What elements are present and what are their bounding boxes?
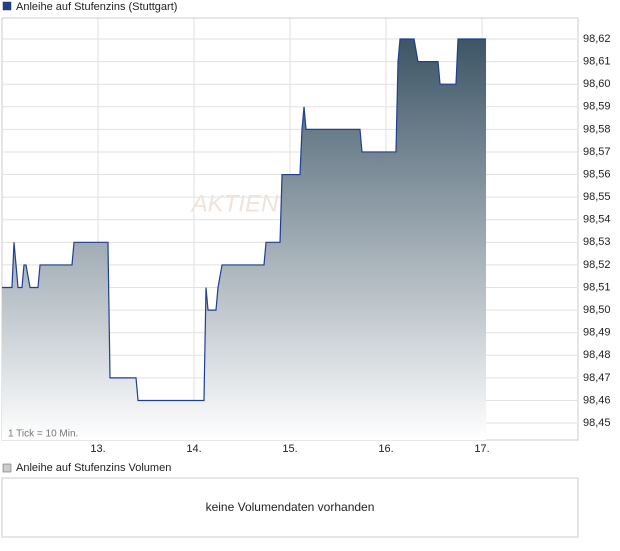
x-tick-label: 15. [282,443,297,455]
legend-swatch [2,463,12,473]
annotation: 1 Tick = 10 Min. [8,429,78,440]
y-tick-label: 98,46 [583,394,611,406]
area [2,39,487,440]
y-tick-label: 98,60 [583,78,611,90]
y-tick-label: 98,54 [583,214,611,226]
legend-label: Anleihe auf Stufenzins (Stuttgart) [16,1,177,13]
y-tick-label: 98,58 [583,123,611,135]
y-tick-label: 98,55 [583,191,611,203]
legend-swatch [2,1,12,11]
x-tick-label: 17. [474,443,489,455]
y-tick-label: 98,56 [583,168,611,180]
y-tick-label: 98,45 [583,417,611,429]
watermark: AKTIEN [190,190,279,217]
y-tick-label: 98,50 [583,304,611,316]
y-tick-label: 98,62 [583,33,611,45]
x-tick-label: 14. [186,443,201,455]
y-tick-label: 98,48 [583,349,611,361]
y-tick-label: 98,53 [583,236,611,248]
volume-legend-label: Anleihe auf Stufenzins Volumen [16,462,171,474]
y-tick-label: 98,57 [583,146,611,158]
volume-message: keine Volumendaten vorhanden [206,500,375,514]
y-tick-label: 98,49 [583,327,611,339]
line [2,38,487,402]
volume-frame [1,477,579,538]
x-tick-label: 13. [90,443,105,455]
y-tick-label: 98,52 [583,259,611,271]
y-tick-label: 98,47 [583,372,611,384]
y-tick-label: 98,51 [583,281,611,293]
x-tick-label: 16. [378,443,393,455]
y-tick-label: 98,61 [583,56,611,68]
y-tick-label: 98,59 [583,101,611,113]
